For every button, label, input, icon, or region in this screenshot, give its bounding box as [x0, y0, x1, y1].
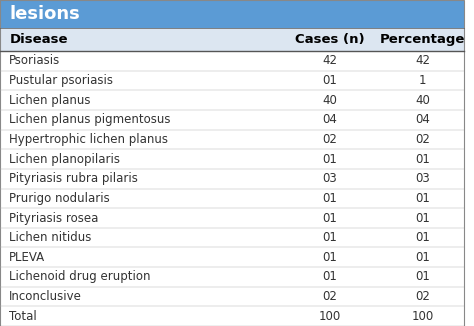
Text: Prurigo nodularis: Prurigo nodularis	[9, 192, 110, 205]
Text: Lichen planus: Lichen planus	[9, 94, 91, 107]
FancyBboxPatch shape	[0, 287, 465, 306]
Text: Cases (n): Cases (n)	[295, 33, 365, 46]
Text: PLEVA: PLEVA	[9, 251, 46, 264]
Text: 1: 1	[419, 74, 426, 87]
FancyBboxPatch shape	[0, 188, 465, 208]
FancyBboxPatch shape	[0, 247, 465, 267]
FancyBboxPatch shape	[0, 51, 465, 71]
Text: Lichen planopilaris: Lichen planopilaris	[9, 153, 120, 166]
Text: 03: 03	[415, 172, 430, 185]
Text: Total: Total	[9, 310, 37, 323]
FancyBboxPatch shape	[0, 90, 465, 110]
Text: Lichenoid drug eruption: Lichenoid drug eruption	[9, 271, 151, 283]
Text: Lichen planus pigmentosus: Lichen planus pigmentosus	[9, 113, 171, 126]
Text: Hypertrophic lichen planus: Hypertrophic lichen planus	[9, 133, 168, 146]
Text: 01: 01	[322, 74, 337, 87]
Text: 01: 01	[322, 251, 337, 264]
FancyBboxPatch shape	[0, 306, 465, 326]
Text: 01: 01	[322, 231, 337, 244]
FancyBboxPatch shape	[0, 0, 465, 28]
Text: 01: 01	[415, 153, 430, 166]
Text: 100: 100	[319, 310, 341, 323]
FancyBboxPatch shape	[0, 208, 465, 228]
Text: 01: 01	[322, 271, 337, 283]
Text: 40: 40	[415, 94, 430, 107]
Text: 02: 02	[322, 133, 337, 146]
Text: 01: 01	[415, 192, 430, 205]
Text: 04: 04	[322, 113, 337, 126]
Text: Psoriasis: Psoriasis	[9, 54, 61, 67]
FancyBboxPatch shape	[0, 110, 465, 130]
Text: 01: 01	[322, 212, 337, 225]
FancyBboxPatch shape	[0, 149, 465, 169]
Text: 01: 01	[415, 212, 430, 225]
Text: 01: 01	[322, 192, 337, 205]
Text: Pityriasis rubra pilaris: Pityriasis rubra pilaris	[9, 172, 138, 185]
FancyBboxPatch shape	[0, 169, 465, 188]
Text: Pityriasis rosea: Pityriasis rosea	[9, 212, 99, 225]
Text: 04: 04	[415, 113, 430, 126]
FancyBboxPatch shape	[0, 228, 465, 247]
Text: 42: 42	[415, 54, 430, 67]
FancyBboxPatch shape	[0, 267, 465, 287]
FancyBboxPatch shape	[0, 71, 465, 90]
Text: 01: 01	[322, 153, 337, 166]
Text: 01: 01	[415, 251, 430, 264]
Text: 40: 40	[322, 94, 337, 107]
Text: Disease: Disease	[9, 33, 68, 46]
Text: Pustular psoriasis: Pustular psoriasis	[9, 74, 113, 87]
Text: 02: 02	[415, 290, 430, 303]
FancyBboxPatch shape	[0, 130, 465, 149]
Text: Lichen nitidus: Lichen nitidus	[9, 231, 91, 244]
Text: lesions: lesions	[9, 5, 80, 23]
Text: 01: 01	[415, 231, 430, 244]
Text: 02: 02	[322, 290, 337, 303]
Text: 100: 100	[411, 310, 434, 323]
Text: Inconclusive: Inconclusive	[9, 290, 82, 303]
Text: Percentage: Percentage	[380, 33, 465, 46]
Text: 02: 02	[415, 133, 430, 146]
Text: 03: 03	[322, 172, 337, 185]
Text: 01: 01	[415, 271, 430, 283]
FancyBboxPatch shape	[0, 28, 465, 51]
Text: 42: 42	[322, 54, 337, 67]
